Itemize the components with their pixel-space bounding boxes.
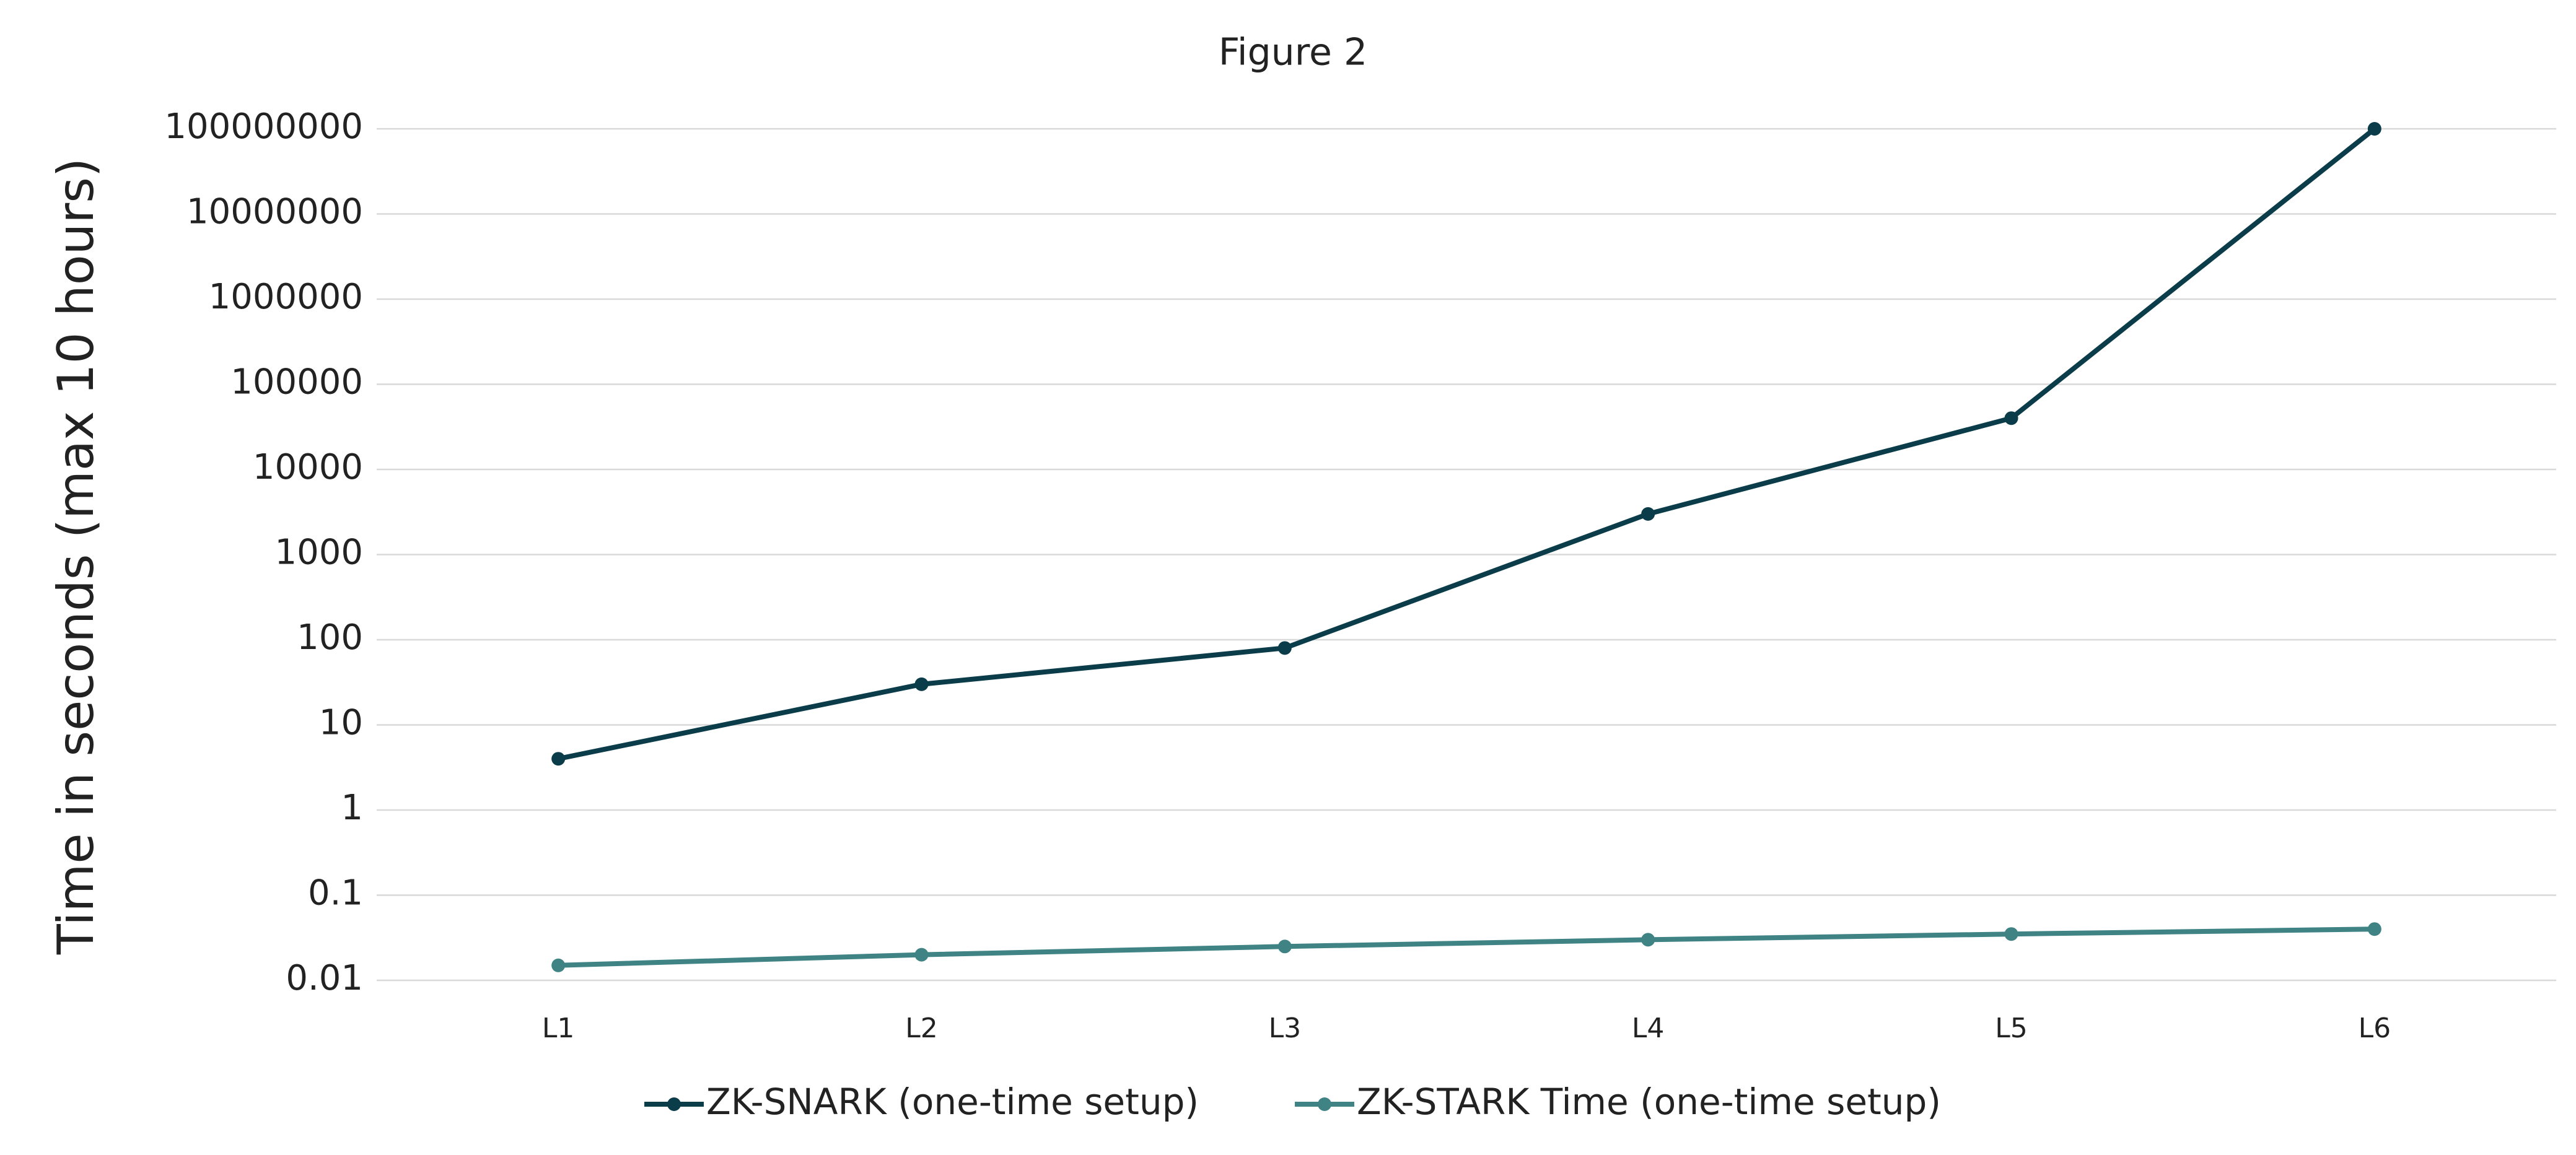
- data-point: [1641, 507, 1655, 521]
- data-point: [1277, 641, 1292, 655]
- x-tick-label: L3: [1269, 1013, 1302, 1044]
- legend-marker: [1318, 1097, 1331, 1111]
- y-axis-label: Time in seconds (max 10 hours): [47, 158, 105, 955]
- x-tick-label: L5: [1995, 1013, 2028, 1044]
- series-line: [558, 926, 2375, 968]
- y-tick-label: 1: [341, 788, 363, 828]
- y-tick-label: 10000: [253, 447, 363, 487]
- data-point: [2367, 922, 2381, 936]
- data-point: [914, 948, 929, 962]
- y-tick-label: 100: [297, 617, 363, 658]
- data-point: [551, 958, 566, 972]
- y-tick-label: 1000: [274, 533, 363, 573]
- y-tick-label: 1000000: [209, 277, 363, 317]
- series-line: [558, 126, 2377, 762]
- x-tick-label: L6: [2359, 1013, 2391, 1044]
- y-tick-label: 10: [319, 703, 363, 743]
- legend-label: ZK-STARK Time (one-time setup): [1357, 1081, 1941, 1123]
- y-tick-label: 100000000: [164, 107, 363, 147]
- y-tick-label: 0.01: [286, 958, 363, 998]
- x-tick-label: L4: [1632, 1013, 1665, 1044]
- y-tick-label: 10000000: [186, 192, 363, 232]
- x-tick-label: L2: [905, 1013, 938, 1044]
- legend-marker: [667, 1097, 681, 1111]
- data-point: [551, 752, 566, 766]
- data-point: [2004, 927, 2018, 941]
- data-point: [1641, 933, 1655, 947]
- x-tick-label: L1: [542, 1013, 575, 1044]
- data-point: [914, 677, 929, 691]
- data-point: [1277, 939, 1292, 954]
- y-tick-label: 100000: [230, 362, 363, 403]
- data-point: [2004, 411, 2018, 425]
- chart-title: Figure 2: [1219, 31, 1367, 74]
- y-tick-label: 0.1: [308, 873, 363, 913]
- data-point: [2367, 122, 2381, 136]
- legend-label: ZK-SNARK (one-time setup): [706, 1081, 1199, 1123]
